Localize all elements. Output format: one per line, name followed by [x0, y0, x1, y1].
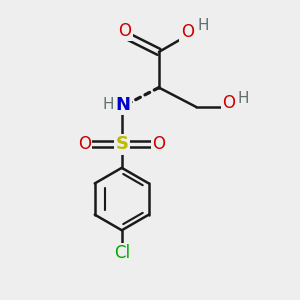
Text: O: O	[181, 23, 194, 41]
Text: Cl: Cl	[114, 244, 130, 262]
Text: O: O	[118, 22, 131, 40]
Text: O: O	[152, 135, 165, 153]
Text: H: H	[238, 91, 249, 106]
Text: H: H	[198, 18, 209, 33]
Text: O: O	[78, 135, 91, 153]
Text: H: H	[103, 97, 114, 112]
Text: O: O	[222, 94, 235, 112]
Text: N: N	[116, 96, 131, 114]
Text: S: S	[115, 135, 128, 153]
